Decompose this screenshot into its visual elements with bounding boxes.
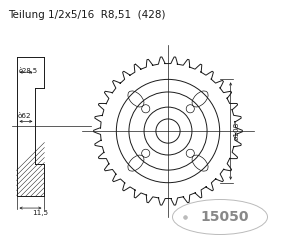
Text: ò28,5: ò28,5	[19, 67, 38, 74]
Text: 15050: 15050	[201, 210, 249, 224]
Text: Teilung 1/2x5/16  R8,51  (428): Teilung 1/2x5/16 R8,51 (428)	[8, 10, 166, 20]
Text: ø108: ø108	[234, 122, 240, 140]
Text: ò62: ò62	[17, 113, 31, 119]
Text: 11,5: 11,5	[32, 210, 49, 216]
